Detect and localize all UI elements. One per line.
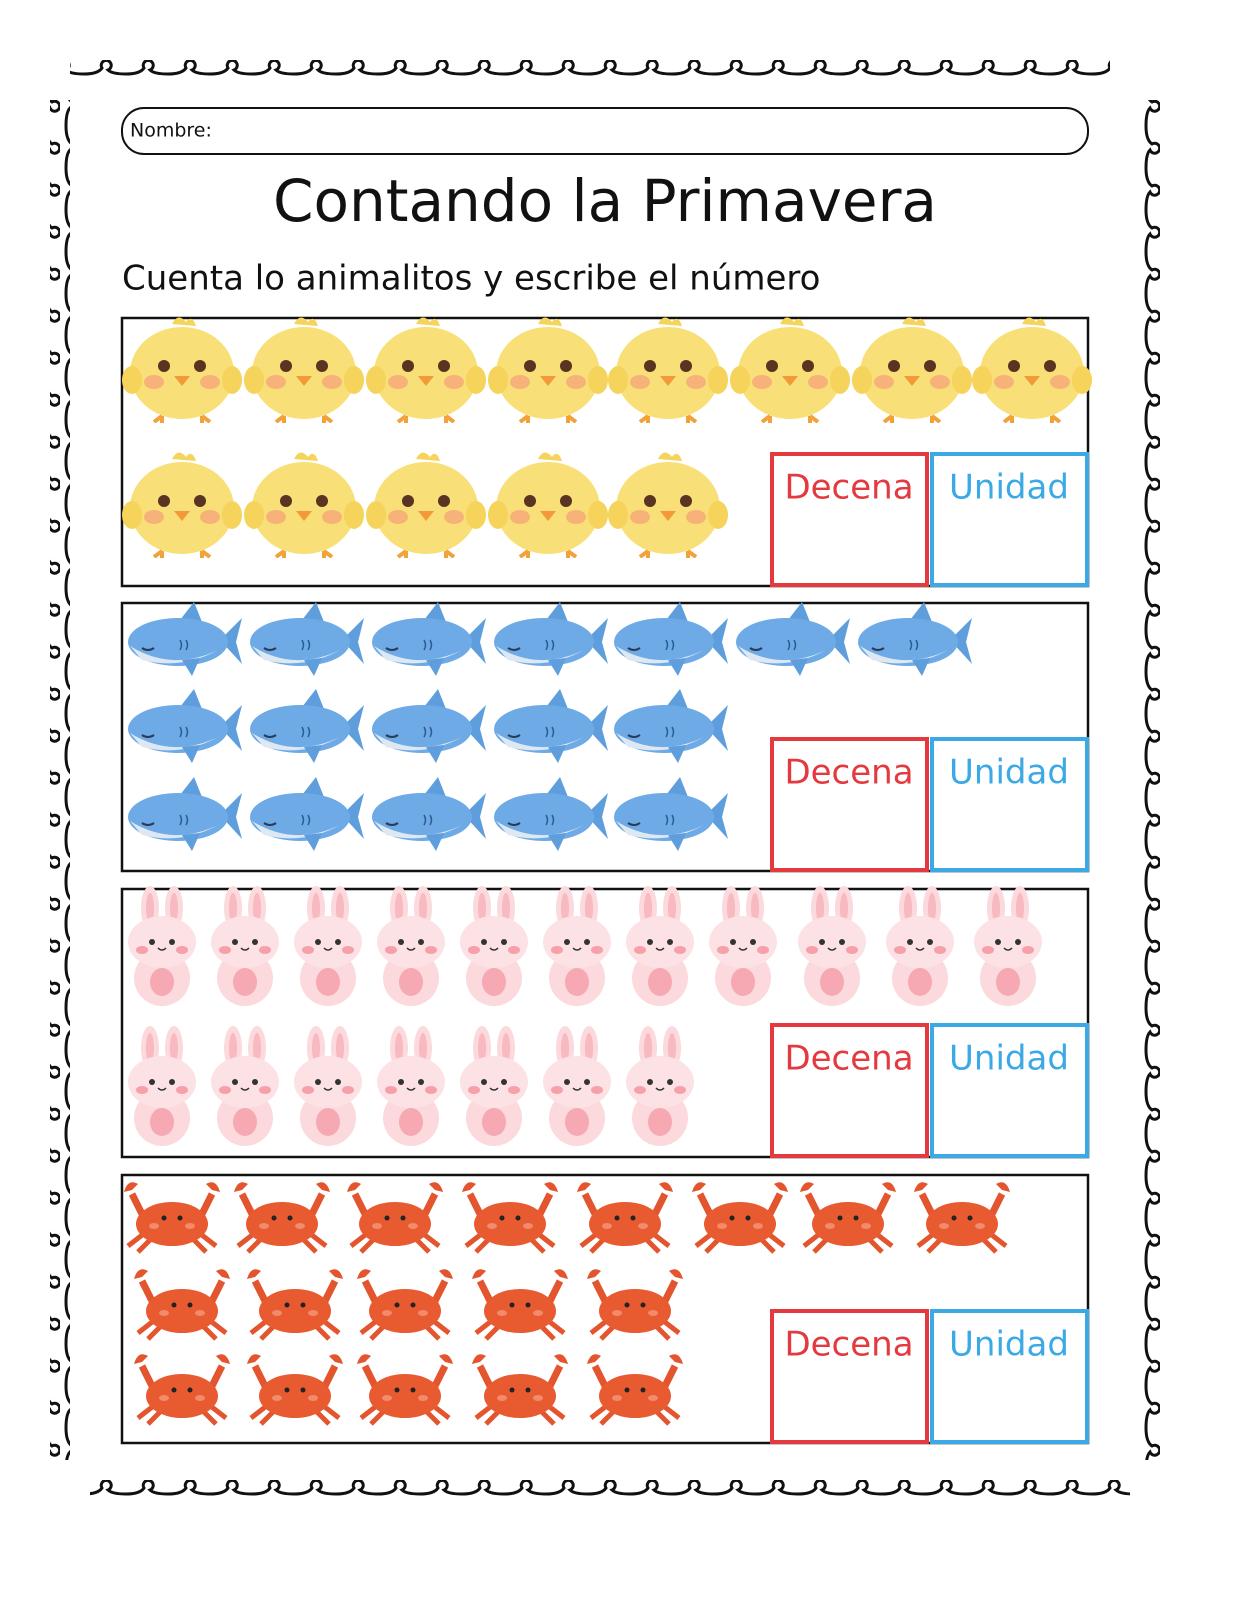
crab <box>347 1182 443 1252</box>
chick <box>366 450 486 558</box>
chick <box>730 315 850 423</box>
crab <box>472 1269 568 1339</box>
shark <box>371 688 487 764</box>
shark <box>735 601 851 677</box>
shark <box>127 776 243 852</box>
crab <box>472 1354 568 1424</box>
bunny <box>210 886 280 1007</box>
bunny <box>459 886 529 1007</box>
bunny <box>459 1026 529 1147</box>
tens-label: Decena <box>784 1039 913 1079</box>
tens-label: Decena <box>784 753 913 793</box>
name-label: Nombre: <box>130 120 212 142</box>
shark <box>613 601 729 677</box>
shark <box>127 601 243 677</box>
shark <box>493 776 609 852</box>
chick <box>488 315 608 423</box>
bunny <box>708 886 778 1007</box>
crab <box>234 1182 330 1252</box>
shark <box>613 688 729 764</box>
shark <box>857 601 973 677</box>
shark <box>249 776 365 852</box>
crab <box>587 1269 683 1339</box>
bottom-border <box>90 1480 1130 1500</box>
units-box <box>930 1309 1089 1444</box>
bunny <box>127 886 197 1007</box>
bunny <box>542 1026 612 1147</box>
name-field[interactable] <box>121 107 1089 155</box>
bunny <box>210 1026 280 1147</box>
shark <box>493 688 609 764</box>
crab <box>134 1269 230 1339</box>
shark <box>249 601 365 677</box>
bunny <box>797 886 867 1007</box>
shark <box>371 601 487 677</box>
bunny <box>625 1026 695 1147</box>
title: Contando la Primavera <box>273 167 937 235</box>
chick <box>366 315 486 423</box>
chick <box>122 315 242 423</box>
chick <box>608 315 728 423</box>
chick <box>972 315 1092 423</box>
crab <box>914 1182 1010 1252</box>
crab <box>247 1269 343 1339</box>
right-border <box>1142 100 1162 1460</box>
crab <box>800 1182 896 1252</box>
tens-box <box>770 737 929 872</box>
crab <box>587 1354 683 1424</box>
tens-box <box>770 452 929 587</box>
chick <box>244 315 364 423</box>
bunny <box>376 886 446 1007</box>
bunny <box>293 886 363 1007</box>
tens-label: Decena <box>784 1325 913 1365</box>
crab <box>124 1182 220 1252</box>
chick <box>852 315 972 423</box>
chick <box>122 450 242 558</box>
bunny <box>542 886 612 1007</box>
units-label: Unidad <box>949 468 1069 508</box>
shark <box>493 601 609 677</box>
shark <box>127 688 243 764</box>
shark <box>371 776 487 852</box>
units-label: Unidad <box>949 1039 1069 1079</box>
shark <box>249 688 365 764</box>
left-border <box>50 100 70 1460</box>
tens-box <box>770 1023 929 1158</box>
units-box <box>930 452 1089 587</box>
crab <box>357 1354 453 1424</box>
crab <box>577 1182 673 1252</box>
bunny <box>973 886 1043 1007</box>
tens-box <box>770 1309 929 1444</box>
units-box <box>930 1023 1089 1158</box>
chick <box>488 450 608 558</box>
crab <box>134 1354 230 1424</box>
crab <box>357 1269 453 1339</box>
bunny <box>625 886 695 1007</box>
chick <box>244 450 364 558</box>
top-border <box>70 56 1110 76</box>
tens-label: Decena <box>784 468 913 508</box>
bunny <box>885 886 955 1007</box>
bunny <box>293 1026 363 1147</box>
units-label: Unidad <box>949 1325 1069 1365</box>
bunny <box>127 1026 197 1147</box>
instruction: Cuenta lo animalitos y escribe el número <box>122 259 820 299</box>
chick <box>608 450 728 558</box>
units-box <box>930 737 1089 872</box>
crab <box>462 1182 558 1252</box>
crab <box>247 1354 343 1424</box>
crab <box>692 1182 788 1252</box>
units-label: Unidad <box>949 753 1069 793</box>
bunny <box>376 1026 446 1147</box>
shark <box>613 776 729 852</box>
